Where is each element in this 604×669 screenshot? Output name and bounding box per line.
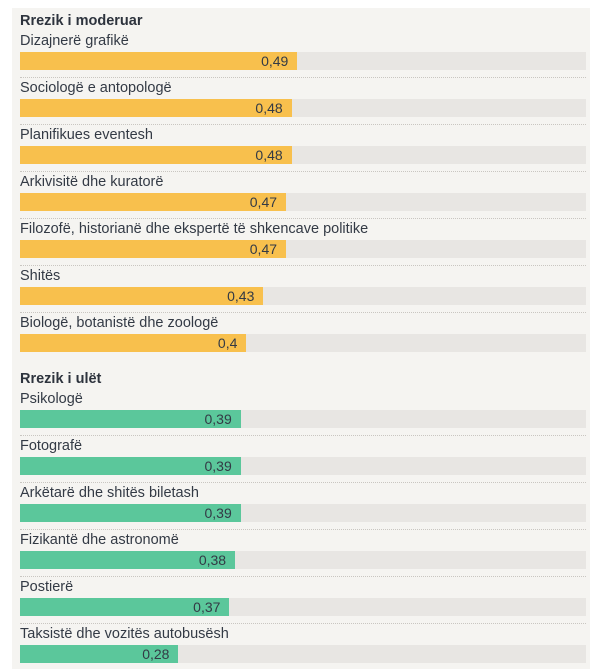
bar-value: 0,47 (249, 194, 278, 210)
bar-label: Arkëtarë dhe shitës biletash (20, 485, 199, 501)
chart-row: Fotografë 0,39 (20, 437, 586, 483)
bar-value: 0,47 (249, 241, 278, 257)
chart-row: Arkëtarë dhe shitës biletash 0,39 (20, 484, 586, 530)
chart-row: Filozofë, historianë dhe ekspertë të shk… (20, 220, 586, 266)
chart-row: Dizajnerë grafikë 0,49 (20, 32, 586, 78)
bar: 0,48 (20, 146, 292, 164)
bar: 0,47 (20, 240, 287, 258)
bar-track: 0,47 (20, 240, 586, 258)
bar: 0,43 (20, 287, 264, 305)
bar-value: 0,48 (255, 147, 283, 163)
chart-row: Sociologë e antopologë 0,48 (20, 79, 586, 125)
bar-label: Fotografë (20, 438, 83, 454)
bar: 0,49 (20, 52, 298, 70)
bar: 0,38 (20, 551, 236, 569)
bar-value: 0,39 (204, 458, 232, 474)
bar-track: 0,49 (20, 52, 586, 70)
bar-track: 0,47 (20, 193, 586, 211)
chart-area: Rrezik i moderuar Dizajnerë grafikë 0,49 So… (12, 8, 590, 669)
bar-track: 0,37 (20, 598, 586, 616)
chart-row: Shitës 0,43 (20, 267, 586, 313)
bar-label: Biologë, botanistë dhe zoologë (20, 315, 219, 331)
chart-row: Postierë 0,37 (20, 578, 586, 624)
bar-value: 0,28 (142, 646, 170, 662)
chart-section: Rrezik i moderuar Dizajnerë grafikë 0,49 So… (20, 12, 586, 352)
bar-value: 0,4 (217, 335, 238, 351)
section-title: Rrezik i ulët (20, 371, 102, 387)
bar-track: 0,4 (20, 334, 586, 352)
bar: 0,39 (20, 504, 241, 522)
bar-track: 0,39 (20, 504, 586, 522)
chart-section: Rrezik i ulët Psikologë 0,39 Fotografë 0,39 A… (20, 370, 586, 663)
chart-row: Psikologë 0,39 (20, 390, 586, 436)
bar-track: 0,48 (20, 146, 586, 164)
bar-value: 0,43 (227, 288, 255, 304)
bar-value: 0,48 (255, 100, 283, 116)
bar: 0,39 (20, 410, 241, 428)
chart-row: Biologë, botanistë dhe zoologë 0,4 (20, 314, 586, 352)
bar-track: 0,28 (20, 645, 586, 663)
chart-row: Taksistë dhe vozitës autobusësh 0,28 (20, 625, 586, 663)
bar-label: Arkivisitë dhe kuratorë (20, 174, 164, 190)
bar-track: 0,39 (20, 410, 586, 428)
bar: 0,4 (20, 334, 247, 352)
bar-label: Filozofë, historianë dhe ekspertë të shk… (20, 221, 369, 237)
bar: 0,39 (20, 457, 241, 475)
bar: 0,47 (20, 193, 287, 211)
bar-label: Sociologë e antopologë (20, 80, 172, 96)
bar-track: 0,38 (20, 551, 586, 569)
bar-value: 0,38 (198, 552, 227, 568)
bar-value: 0,39 (204, 505, 232, 521)
bar-value: 0,49 (261, 53, 289, 69)
chart-row: Arkivisitë dhe kuratorë 0,47 (20, 173, 586, 219)
bar-track: 0,39 (20, 457, 586, 475)
bar-label: Dizajnerë grafikë (20, 33, 129, 49)
chart-row: Planifikues eventesh 0,48 (20, 126, 586, 172)
bar-label: Taksistë dhe vozitës autobusësh (20, 626, 229, 642)
bar: 0,28 (20, 645, 179, 663)
bar-track: 0,48 (20, 99, 586, 117)
bar: 0,48 (20, 99, 292, 117)
chart-row: Fizikantë dhe astronomë 0,38 (20, 531, 586, 577)
bar-value: 0,37 (193, 599, 221, 615)
bar-label: Postierë (20, 579, 74, 595)
bar-label: Planifikues eventesh (20, 127, 153, 143)
bar-track: 0,43 (20, 287, 586, 305)
bar-label: Psikologë (20, 391, 83, 407)
section-title: Rrezik i moderuar (20, 13, 143, 29)
bar: 0,37 (20, 598, 230, 616)
bar-label: Shitës (20, 268, 61, 284)
bar-value: 0,39 (204, 411, 232, 427)
bar-label: Fizikantë dhe astronomë (20, 532, 179, 548)
